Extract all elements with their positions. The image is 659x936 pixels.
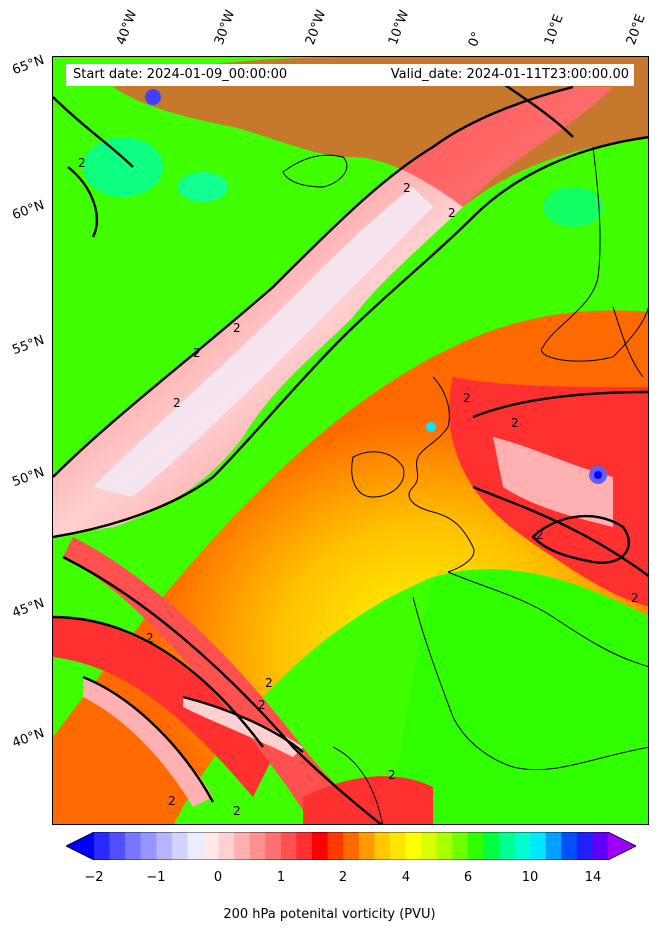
colorbar-cell bbox=[125, 832, 142, 860]
colorbar-tick-label: −1 bbox=[146, 870, 166, 885]
longitude-label: 10°W bbox=[385, 8, 413, 47]
contour-label: 2 bbox=[265, 676, 273, 690]
colorbar-cell bbox=[140, 832, 157, 860]
colorbar-cell bbox=[312, 832, 329, 860]
colorbar-cell bbox=[156, 832, 173, 860]
longitude-label: 20°E bbox=[623, 12, 649, 48]
start-date-text: Start date: 2024-01-09_00:00:00 bbox=[73, 67, 288, 82]
colorbar bbox=[66, 832, 636, 860]
colorbar-cell bbox=[249, 832, 266, 860]
colorbar-cell bbox=[265, 832, 282, 860]
contour-labels: 2 2 2 2 2 2 2 2 2 2 2 2 2 2 2 2 bbox=[78, 156, 639, 818]
colorbar-cell bbox=[576, 832, 593, 860]
colorbar-tick-label: 0 bbox=[213, 870, 223, 885]
colorbar-extend-min bbox=[66, 832, 94, 860]
contour-label: 2 bbox=[233, 321, 241, 335]
colorbar-cell bbox=[545, 832, 562, 860]
longitude-label: 40°W bbox=[113, 8, 141, 47]
contour-label: 2 bbox=[448, 206, 456, 220]
longitude-label: 0° bbox=[465, 29, 486, 49]
colorbar-cell bbox=[530, 832, 547, 860]
colorbar-cell bbox=[405, 832, 422, 860]
colorbar-cell bbox=[94, 832, 111, 860]
map-canvas: 2 2 2 2 2 2 2 2 2 2 2 2 2 2 2 2 bbox=[52, 56, 649, 825]
colorbar-cell bbox=[498, 832, 516, 860]
colorbar-cell bbox=[296, 832, 313, 860]
contour-label: 2 bbox=[193, 346, 201, 360]
longitude-label: 20°W bbox=[302, 8, 330, 47]
colorbar-cell bbox=[187, 832, 204, 860]
latitude-label: 45°N bbox=[10, 595, 47, 622]
colorbar-tick-label: 1 bbox=[276, 870, 286, 885]
colorbar-cell bbox=[592, 832, 609, 860]
colorbar-tick-label: 6 bbox=[463, 870, 473, 885]
colorbar-cell bbox=[171, 832, 188, 860]
colorbar-cell bbox=[374, 832, 391, 860]
longitude-label: 30°W bbox=[211, 8, 239, 47]
contour-label: 2 bbox=[536, 528, 544, 542]
pv-field-map: 2 2 2 2 2 2 2 2 2 2 2 2 2 2 2 2 bbox=[53, 57, 648, 824]
latitude-label: 65°N bbox=[10, 52, 47, 79]
colorbar-cell bbox=[327, 832, 344, 860]
colorbar-extend-max bbox=[608, 832, 636, 860]
colorbar-tick-label: 4 bbox=[401, 870, 411, 885]
colorbar-cell bbox=[234, 832, 251, 860]
date-header: Start date: 2024-01-09_00:00:00 Valid_da… bbox=[66, 64, 634, 86]
contour-label: 2 bbox=[146, 631, 154, 645]
latitude-label: 60°N bbox=[10, 197, 47, 224]
contour-label: 2 bbox=[233, 804, 241, 818]
contour-label: 2 bbox=[463, 391, 471, 405]
colorbar-label: 200 hPa potenital vorticity (PVU) bbox=[223, 907, 436, 922]
pv-2-contours bbox=[53, 76, 648, 824]
colorbar-cell bbox=[218, 832, 235, 860]
colorbar-tick-label: 14 bbox=[584, 870, 602, 885]
latitude-label: 40°N bbox=[10, 725, 47, 752]
colorbar-cell bbox=[109, 832, 126, 860]
coastlines bbox=[282, 146, 648, 824]
contour-label: 2 bbox=[631, 591, 639, 605]
colorbar-cell bbox=[280, 832, 297, 860]
colorbar-tick-label: 10 bbox=[521, 870, 539, 885]
colorbar-cell bbox=[389, 832, 407, 860]
colorbar-cell bbox=[561, 832, 578, 860]
colorbar-cell bbox=[436, 832, 453, 860]
colorbar-tick-label: 2 bbox=[338, 870, 348, 885]
colorbar-tick-label: −2 bbox=[84, 870, 104, 885]
longitude-label: 10°E bbox=[541, 12, 567, 48]
valid-date-text: Valid_date: 2024-01-11T23:00:00.00 bbox=[390, 67, 629, 82]
contour-label: 2 bbox=[258, 698, 266, 712]
latitude-label: 55°N bbox=[10, 332, 47, 359]
colorbar-cell bbox=[358, 832, 375, 860]
colorbar-cell bbox=[483, 832, 500, 860]
colorbar-cell bbox=[203, 832, 220, 860]
colorbar-cell bbox=[343, 832, 360, 860]
colorbar-cell bbox=[421, 832, 438, 860]
contour-label: 2 bbox=[78, 156, 86, 170]
colorbar-cell bbox=[467, 832, 484, 860]
colorbar-cell bbox=[452, 832, 469, 860]
latitude-label: 50°N bbox=[10, 464, 47, 491]
contour-label: 2 bbox=[403, 181, 411, 195]
contour-label: 2 bbox=[168, 794, 176, 808]
contour-label: 2 bbox=[388, 768, 396, 782]
contour-label: 2 bbox=[173, 396, 181, 410]
colorbar-cell bbox=[514, 832, 531, 860]
contour-label: 2 bbox=[511, 416, 519, 430]
